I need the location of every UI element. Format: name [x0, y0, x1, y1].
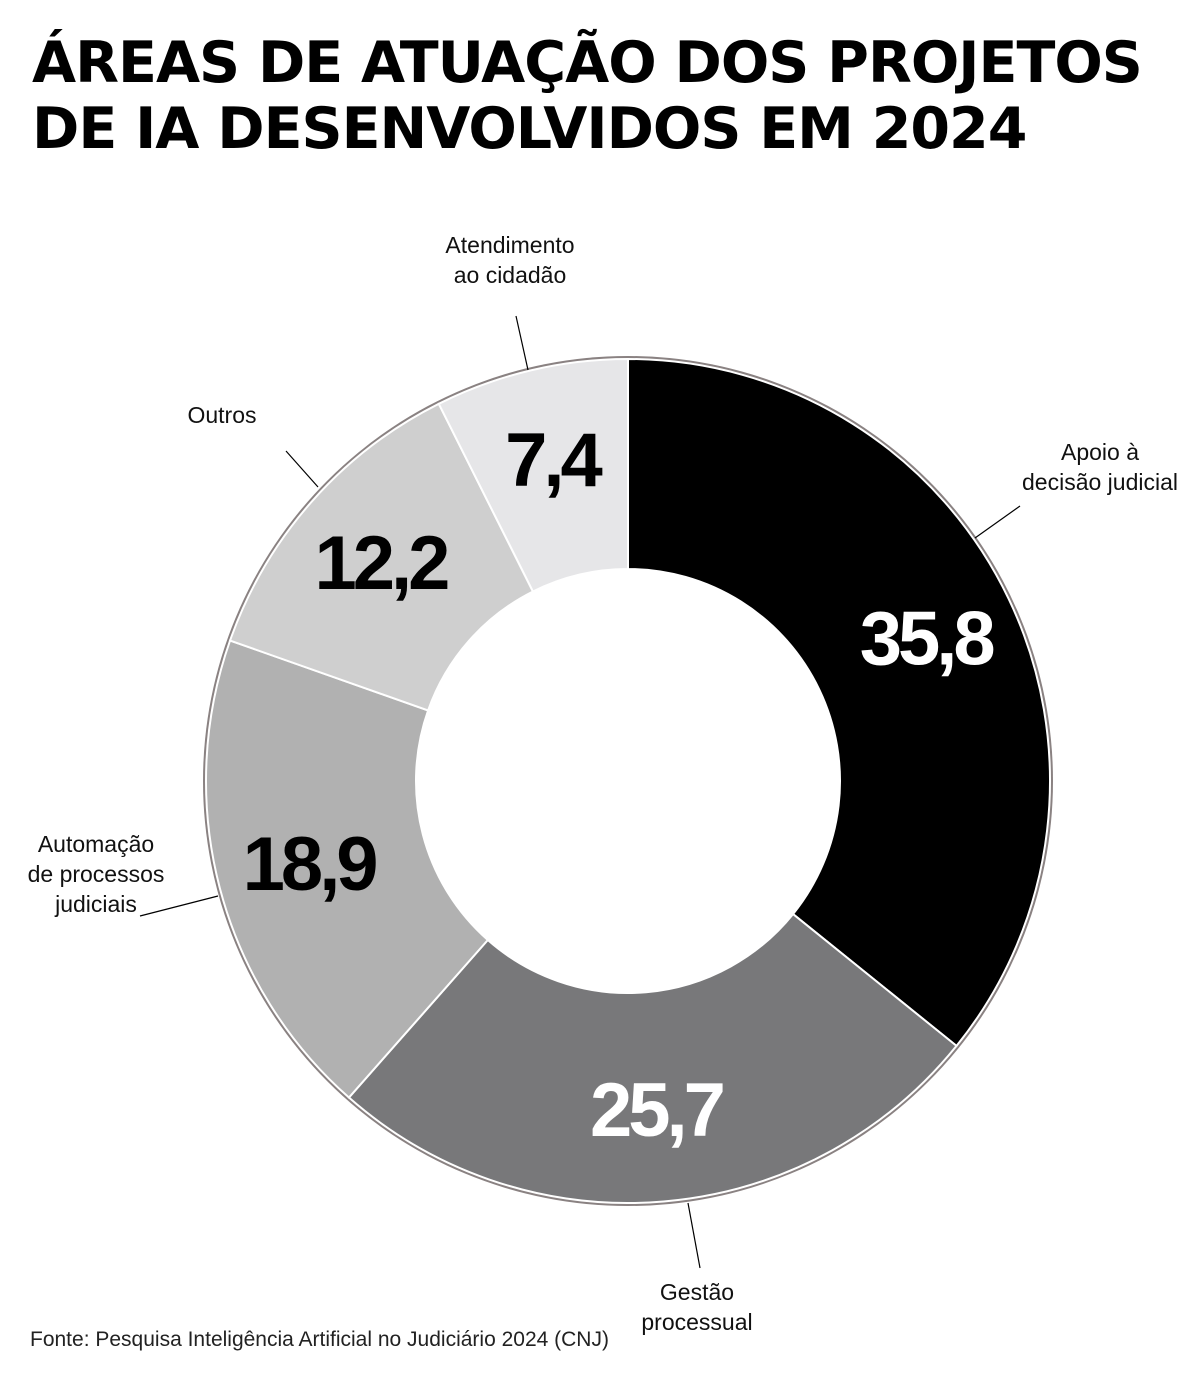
category-label-line: processual	[641, 1309, 752, 1335]
leader-line-1	[687, 1202, 701, 1269]
title-line-2: DE IA DESENVOLVIDOS EM 2024	[32, 96, 1027, 162]
source-note: Fonte: Pesquisa Inteligência Artificial …	[30, 1328, 609, 1351]
leader-line-2	[139, 895, 219, 917]
category-label-line: Automação	[38, 831, 154, 857]
value-label-3: 12,2	[315, 521, 449, 606]
leader-line-3	[285, 450, 319, 488]
chart-title: ÁREAS DE ATUAÇÃO DOS PROJETOS DE IA DESE…	[32, 30, 1182, 162]
value-label-2: 18,9	[243, 822, 377, 907]
category-label-line: Apoio à	[1061, 439, 1139, 465]
category-label-line: Outros	[187, 402, 256, 428]
leader-line-0	[974, 505, 1021, 539]
leader-line-4	[515, 315, 529, 371]
category-label-4: Atendimento ao cidadão	[445, 232, 574, 288]
category-label-2: Automação de processos judiciais	[28, 831, 165, 917]
title-line-1: ÁREAS DE ATUAÇÃO DOS PROJETOS	[32, 30, 1143, 96]
value-label-1: 25,7	[590, 1068, 723, 1153]
category-label-0: Apoio à decisão judicial	[1022, 439, 1178, 495]
donut-slice-0	[627, 357, 1051, 1048]
donut-hole	[416, 569, 840, 993]
category-label-line: de processos	[28, 861, 165, 887]
category-label-1: Gestão processual	[641, 1279, 752, 1335]
category-label-line: judiciais	[54, 891, 137, 917]
value-label-0: 35,8	[860, 597, 994, 682]
category-label-line: Gestão	[660, 1279, 734, 1305]
category-label-line: ao cidadão	[454, 262, 567, 288]
category-label-3: Outros	[187, 402, 256, 428]
category-label-line: Atendimento	[445, 232, 574, 258]
value-label-4: 7,4	[505, 418, 602, 503]
category-label-line: decisão judicial	[1022, 469, 1178, 495]
